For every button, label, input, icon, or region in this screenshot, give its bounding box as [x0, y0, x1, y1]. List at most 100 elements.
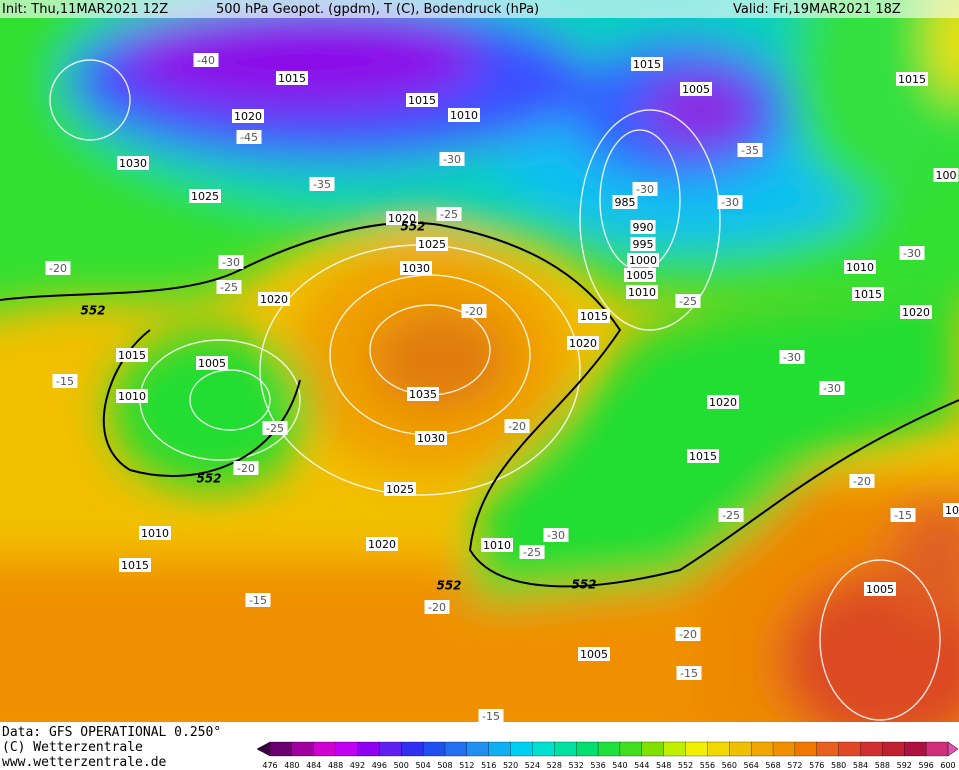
temperature-label: -35: [313, 178, 331, 191]
isobar-label: 1005: [626, 269, 654, 282]
temperature-label: -30: [443, 153, 461, 166]
colorbar-right-arrow: [947, 741, 959, 757]
isobar-label: 1020: [260, 293, 288, 306]
colorbar-swatch: [422, 741, 446, 757]
temperature-label: -25: [523, 546, 541, 559]
colorbar-label: 492: [350, 761, 365, 770]
colorbar-label: 504: [415, 761, 430, 770]
isobar-label: 1015: [854, 288, 882, 301]
isobar-label: 1015: [689, 450, 717, 463]
isobar-label: 1025: [191, 190, 219, 203]
temperature-label-box: [819, 381, 845, 395]
colorbar-swatch: [335, 741, 358, 757]
height-label: 552: [571, 578, 596, 592]
isobar-label-box: [627, 253, 659, 267]
colorbar-label: 580: [831, 761, 846, 770]
isobar-label-box: [258, 292, 290, 306]
temperature-label: -15: [249, 594, 267, 607]
isobar-label-box: [852, 287, 884, 301]
isobar-label: 1005: [580, 648, 608, 661]
isobar-label-box: [386, 211, 418, 225]
temperature-label: -35: [741, 144, 759, 157]
isobar-label: 1025: [418, 238, 446, 251]
colorbar-swatch: [772, 741, 796, 757]
colorbar-label: 524: [525, 761, 540, 770]
isobar-label-box: [612, 195, 638, 209]
temperature-label: -25: [679, 295, 697, 308]
colorbar-swatch: [444, 741, 468, 757]
isobar-label-box: [864, 582, 896, 596]
colorbar-label: 564: [744, 761, 759, 770]
temperature-label: -45: [240, 131, 258, 144]
isobar-label-box: [119, 558, 151, 572]
colorbar-swatch: [816, 741, 840, 757]
temperature-label-box: [676, 666, 702, 680]
isobar-label-box: [624, 268, 656, 282]
colorbar-swatch: [685, 741, 708, 757]
temperature-label-box: [218, 255, 244, 269]
height-label: 552: [436, 579, 461, 593]
colorbar-label: 476: [262, 761, 277, 770]
colorbar-label: 560: [722, 761, 737, 770]
colorbar-swatch: [466, 741, 490, 757]
temperature-label: -30: [783, 351, 801, 364]
temperature-label: -30: [547, 529, 565, 542]
temperature-label: -15: [56, 375, 74, 388]
isobar-label: 1030: [119, 157, 147, 170]
temperature-label-box: [890, 508, 916, 522]
temperature-label: -30: [903, 247, 921, 260]
colorbar-label: 496: [372, 761, 387, 770]
colorbar-label: 520: [503, 761, 518, 770]
colorbar-swatch: [291, 741, 315, 757]
isobar-label: 1025: [386, 483, 414, 496]
isobar-label-box: [844, 260, 876, 274]
colorbar-swatch: [860, 741, 883, 757]
colorbar-label: 536: [590, 761, 605, 770]
temperature-label-box: [718, 508, 744, 522]
copyright: (C) Wetterzentrale: [2, 740, 143, 755]
isobar-label: 1015: [408, 94, 436, 107]
isobar-label: 985: [615, 196, 636, 209]
colorbar-swatch: [925, 741, 949, 757]
colorbar-label: 500: [394, 761, 409, 770]
temperature-label-box: [543, 528, 569, 542]
isobar-label: 10: [945, 504, 959, 517]
isobar-label-box: [578, 647, 610, 661]
isobar-label-box: [626, 285, 658, 299]
isobar-label: 1000: [629, 254, 657, 267]
isobar-label-box: [139, 526, 171, 540]
colorbar-label: 516: [481, 761, 496, 770]
data-source: Data: GFS OPERATIONAL 0.250°: [2, 725, 221, 740]
isobar-label-box: [900, 305, 932, 319]
colorbar-left-arrow: [256, 741, 271, 757]
isobar-label: 1015: [278, 72, 306, 85]
isobar-label-box: [933, 168, 959, 182]
isobar-label: 1020: [234, 110, 262, 123]
isobar-label-box: [416, 237, 448, 251]
temperature-label-box: [779, 350, 805, 364]
isobar-label-box: [384, 482, 416, 496]
isobar-label: 1030: [417, 432, 445, 445]
isobar-label: 990: [633, 221, 654, 234]
isobar-label: 1010: [628, 286, 656, 299]
isobar-label: 1020: [388, 212, 416, 225]
isobar-label: 1010: [450, 109, 478, 122]
isobar-label: 1010: [118, 390, 146, 403]
temperature-label-box: [675, 627, 701, 641]
height-label: 552: [400, 220, 425, 234]
isobar-label: 1015: [118, 349, 146, 362]
isobar-label: 1005: [682, 83, 710, 96]
temperature-label-box: [504, 419, 530, 433]
temperature-label-box: [899, 246, 925, 260]
colorbar-swatch: [707, 741, 730, 757]
temperature-label: -20: [428, 601, 446, 614]
isobar-label: 1015: [121, 559, 149, 572]
colorbar-swatch: [794, 741, 818, 757]
isobar-label-box: [680, 82, 712, 96]
temperature-label: -25: [440, 208, 458, 221]
temperature-label: -15: [680, 667, 698, 680]
temperature-label-box: [436, 207, 462, 221]
colorbar-swatch: [882, 741, 905, 757]
